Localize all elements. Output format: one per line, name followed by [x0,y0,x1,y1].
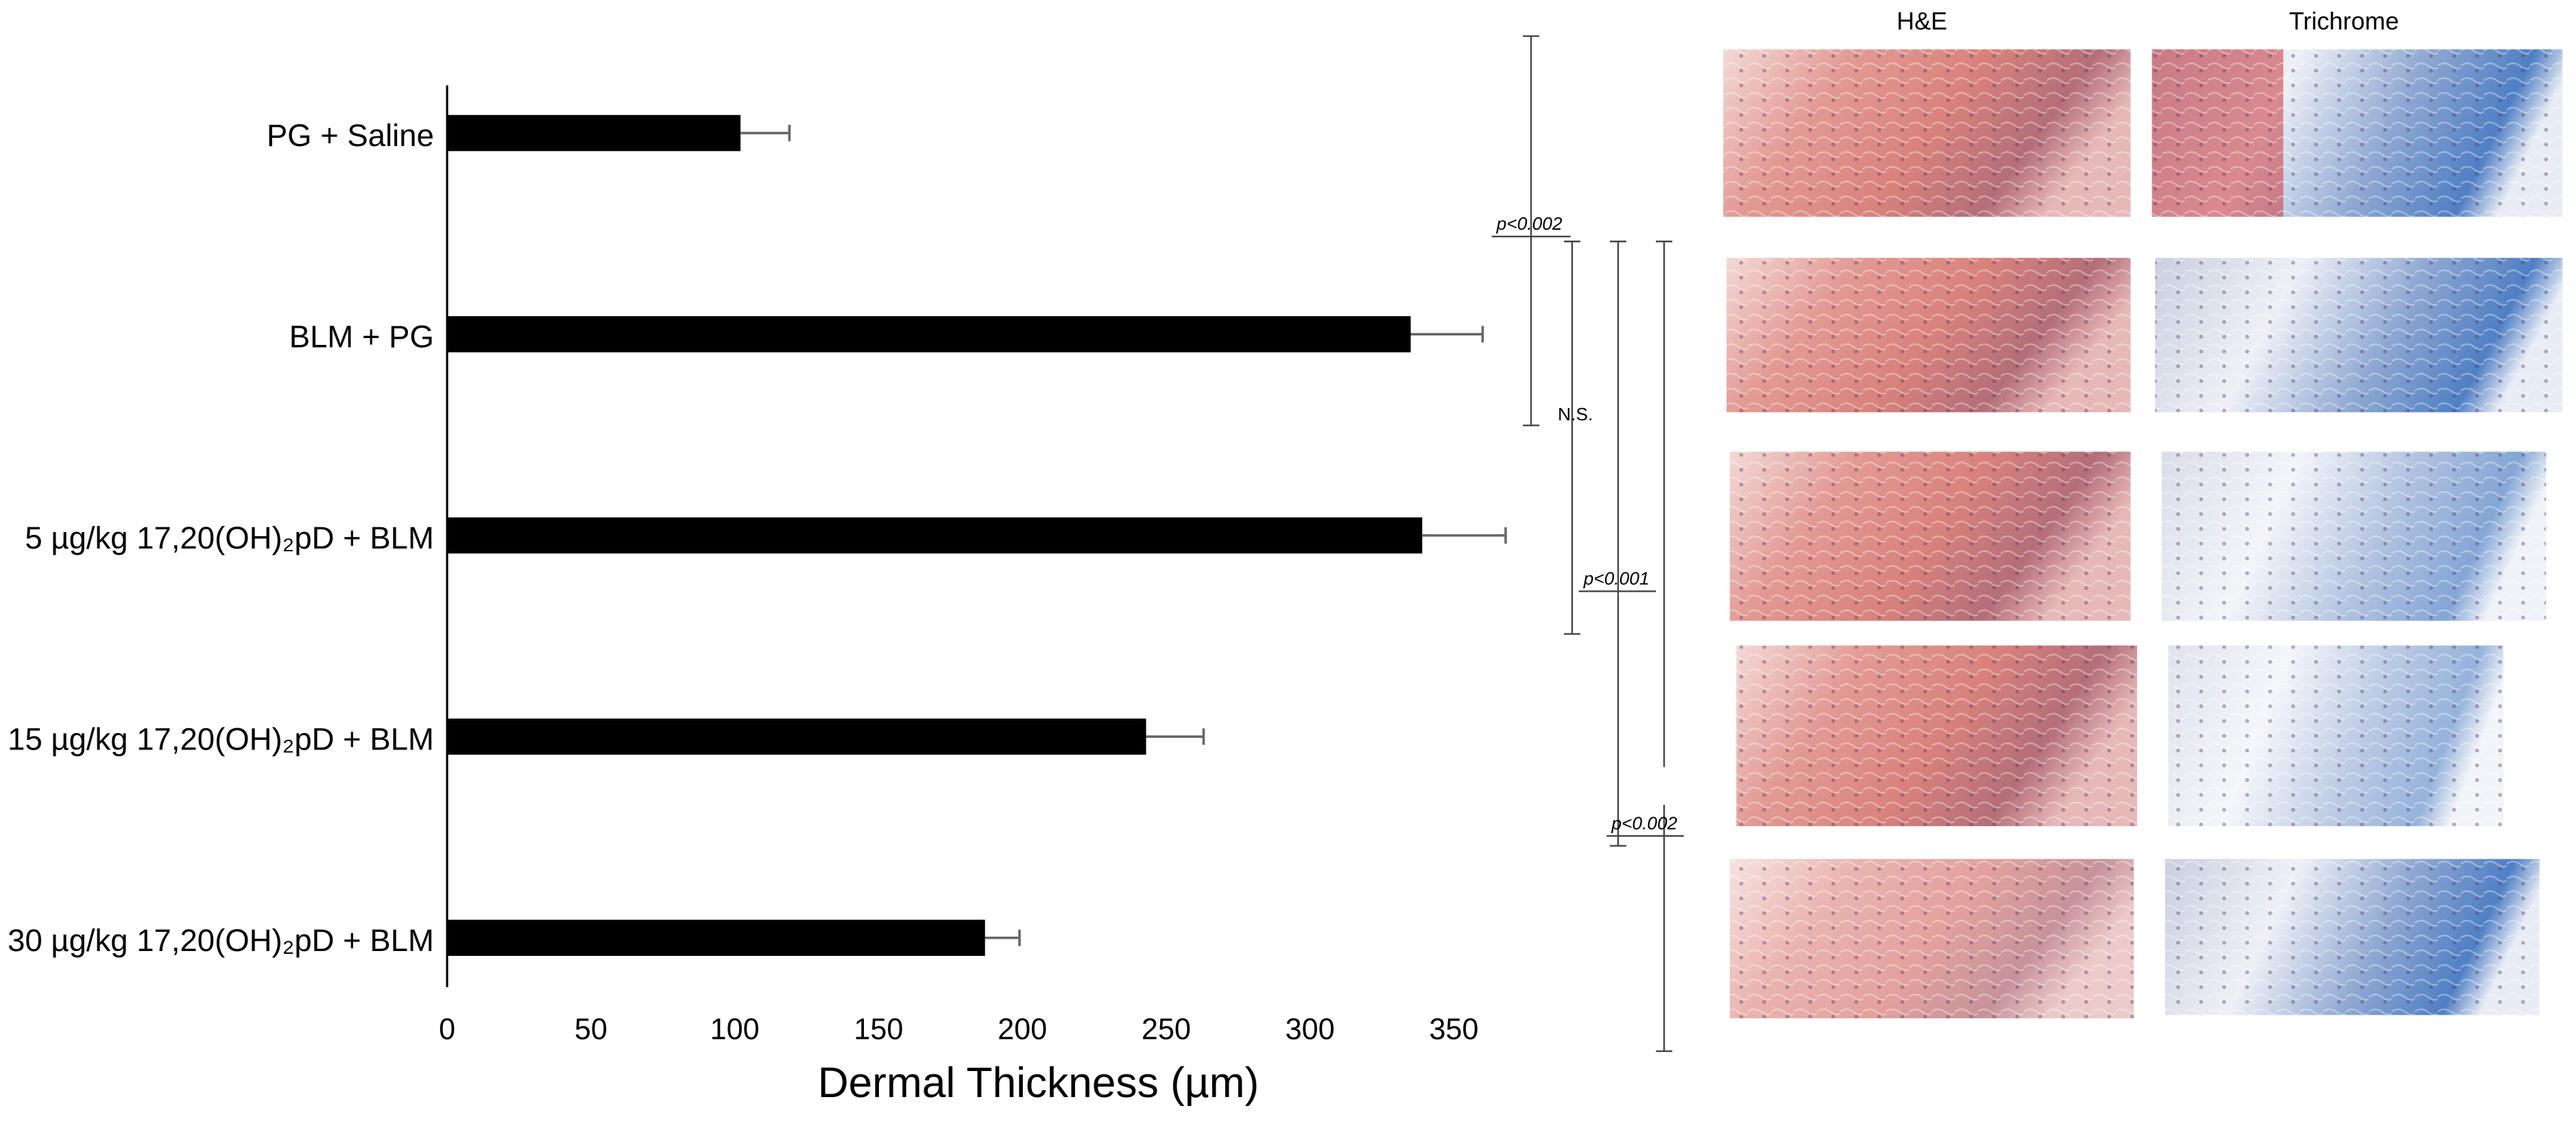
y-tick-label: 30 µg/kg 17,20(OH)₂pD + BLM [8,923,434,958]
error-bar [741,125,791,141]
bar [447,718,1146,755]
x-tick-label: 150 [854,1013,903,1046]
error-bar [1410,326,1484,343]
x-axis-label: Dermal Thickness (µm) [818,1059,1260,1107]
error-bar [1422,527,1507,544]
bar [447,517,1423,554]
x-tick-label: 250 [1142,1013,1191,1046]
panel-header: H&E [1897,7,1947,35]
bar [447,316,1411,352]
error-bar [1146,728,1205,745]
annotation: p<0.002 [1611,813,1677,833]
x-tick-label: 200 [998,1013,1047,1046]
x-tick-label: 350 [1429,1013,1478,1046]
significance-brackets [1491,35,1684,1053]
y-tick-label: BLM + PG [289,320,434,354]
histology-panels [1723,49,2563,1019]
y-tick-label: 5 µg/kg 17,20(OH)₂pD + BLM [25,520,433,555]
bar [447,919,985,957]
x-tick-label: 100 [710,1013,760,1046]
annotation: p<0.001 [1583,568,1650,589]
x-tick-label: 300 [1286,1013,1335,1046]
x-tick-label: 0 [439,1013,455,1046]
annotation: p<0.002 [1496,213,1563,234]
y-tick-label: 15 µg/kg 17,20(OH)₂pD + BLM [8,722,434,757]
panel-header: Trichrome [2289,7,2399,35]
bar [447,115,741,152]
x-tick-label: 50 [575,1013,607,1046]
error-bar [985,929,1021,946]
y-tick-label: PG + Saline [267,118,434,153]
annotation: N.S. [1558,404,1593,424]
